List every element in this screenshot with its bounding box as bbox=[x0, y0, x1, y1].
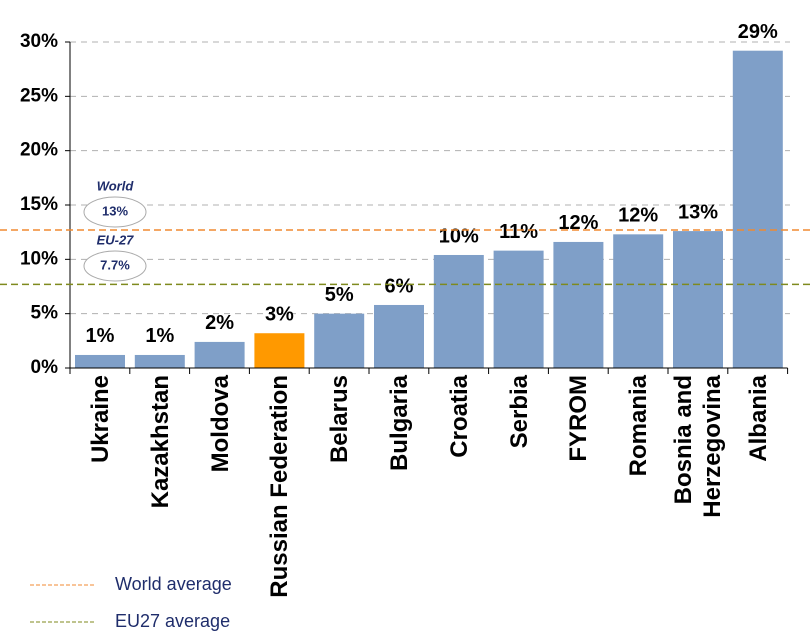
x-tick-label: Albania bbox=[744, 375, 772, 462]
reference-title: World bbox=[97, 178, 135, 193]
x-tick-label: Moldova bbox=[206, 375, 234, 473]
bar bbox=[194, 341, 245, 368]
bar bbox=[553, 241, 604, 368]
x-tick-label: FYROM bbox=[564, 375, 592, 462]
y-tick-label: 30% bbox=[20, 31, 58, 52]
value-label: 5% bbox=[325, 284, 354, 306]
y-tick-label: 25% bbox=[20, 85, 58, 106]
value-label: 29% bbox=[738, 21, 778, 43]
x-tick-label: Romania bbox=[624, 375, 652, 477]
x-tick-label: Belarus bbox=[325, 375, 353, 464]
x-tick-label: Bosnia and Herzegovina bbox=[670, 375, 726, 518]
x-tick-label: Serbia bbox=[505, 375, 533, 449]
y-tick-label: 10% bbox=[20, 248, 58, 269]
value-label: 12% bbox=[618, 205, 658, 227]
bar bbox=[493, 250, 544, 368]
value-label: 10% bbox=[439, 225, 479, 247]
bar bbox=[433, 254, 484, 368]
y-tick-label: 20% bbox=[20, 140, 58, 161]
bar bbox=[673, 231, 723, 368]
y-tick-label: 5% bbox=[31, 303, 59, 324]
bar bbox=[314, 313, 365, 368]
value-label: 1% bbox=[86, 325, 115, 347]
value-label: 3% bbox=[265, 304, 294, 326]
bar bbox=[254, 333, 305, 368]
value-label: 12% bbox=[558, 212, 598, 234]
bar bbox=[732, 50, 783, 369]
x-tick-label: Russian Federation bbox=[265, 375, 293, 598]
y-tick-label: 0% bbox=[31, 357, 59, 378]
x-tick-label: Croatia bbox=[445, 375, 473, 458]
reference-bubble bbox=[83, 196, 147, 228]
value-label: 6% bbox=[385, 275, 414, 297]
bar bbox=[134, 354, 185, 368]
value-label: 11% bbox=[499, 221, 538, 243]
bar bbox=[374, 304, 424, 368]
bar bbox=[75, 354, 125, 368]
value-label: 13% bbox=[678, 201, 718, 223]
reference-bubble bbox=[83, 250, 147, 282]
reference-value-label: 13% bbox=[102, 203, 128, 218]
reference-value-label: 7.7% bbox=[100, 257, 130, 272]
reference-title: EU-27 bbox=[97, 232, 135, 247]
y-tick-label: 15% bbox=[20, 194, 58, 215]
x-tick-label: Bulgaria bbox=[385, 375, 413, 472]
legend-label: EU27 average bbox=[115, 611, 230, 631]
x-tick-label: Ukraine bbox=[86, 375, 114, 464]
x-tick-label: Kazakhstan bbox=[146, 375, 174, 509]
value-label: 1% bbox=[145, 325, 174, 347]
value-label: 2% bbox=[205, 312, 234, 334]
bar bbox=[613, 234, 664, 368]
legend-label: World average bbox=[115, 574, 232, 594]
